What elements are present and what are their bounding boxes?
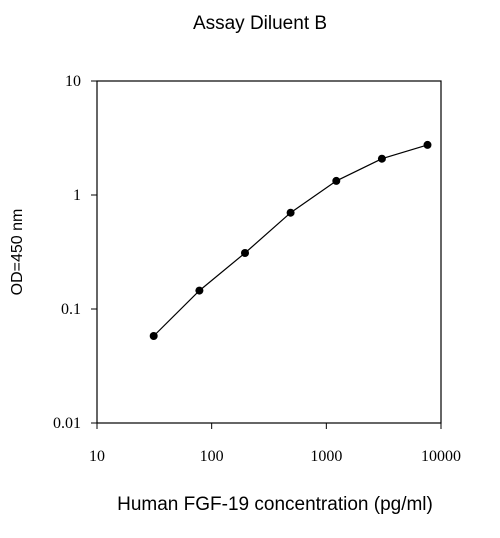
- y-tick-label: 0.01: [53, 415, 81, 432]
- data-point: [423, 140, 432, 149]
- x-tick-label: 10000: [421, 448, 461, 465]
- y-axis: 10 1 0.1 0.01: [53, 73, 97, 432]
- x-tick-label: 100: [200, 448, 224, 465]
- x-axis-label: Human FGF-19 concentration (pg/ml): [117, 494, 433, 515]
- plot-frame: [96, 80, 442, 424]
- y-axis-label: OD=450 nm: [9, 209, 26, 296]
- data-point: [195, 286, 204, 295]
- x-tick-label: 10: [89, 448, 105, 465]
- y-tick-label: 10: [65, 73, 81, 90]
- data-point: [241, 249, 249, 257]
- x-tick-label: 1000: [310, 448, 342, 465]
- data-points: [149, 140, 432, 340]
- x-axis: 10 100 1000 10000: [89, 423, 461, 465]
- y-tick-label: 1: [73, 187, 81, 204]
- data-point: [332, 176, 341, 185]
- data-point: [286, 208, 295, 217]
- series-line: [153, 144, 428, 337]
- y-tick-label: 0.1: [61, 301, 81, 318]
- data-point: [377, 154, 386, 163]
- chart-title: Assay Diluent B: [193, 13, 327, 34]
- data-point: [149, 332, 158, 340]
